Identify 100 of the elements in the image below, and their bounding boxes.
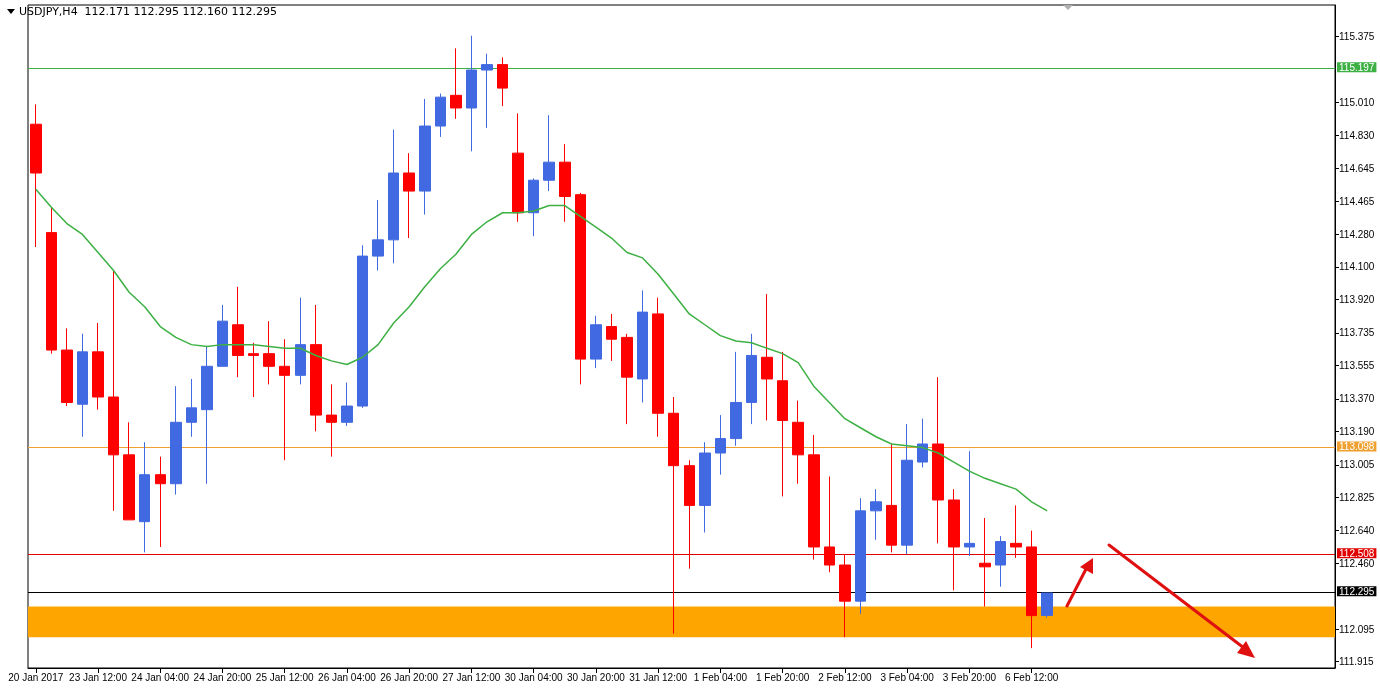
- candlestick: [606, 313, 617, 362]
- candlestick: [466, 35, 477, 152]
- y-tick-label: 115.010: [1339, 97, 1375, 109]
- x-tick-label: 26 Jan 04:00: [318, 671, 377, 683]
- x-tick-label: 1 Feb 20:00: [755, 671, 810, 683]
- x-tick-label: 2 Feb 12:00: [818, 671, 872, 683]
- candlestick: [855, 497, 866, 615]
- y-tick-label: 113.370: [1339, 393, 1375, 405]
- candlestick: [481, 53, 493, 129]
- candlestick: [777, 351, 788, 497]
- candlestick: [403, 152, 415, 239]
- x-tick-label: 30 Jan 04:00: [504, 671, 564, 683]
- candlestick: [886, 443, 897, 553]
- candlestick: [668, 396, 679, 635]
- x-tick-label: 27 Jan 12:00: [442, 671, 501, 683]
- candlestick: [310, 304, 322, 432]
- y-tick-label: 114.100: [1339, 261, 1375, 273]
- ref-line-label: 112.508: [1339, 547, 1375, 559]
- candlestick: [201, 345, 213, 485]
- candlestick: [372, 199, 384, 272]
- candlestick: [123, 421, 135, 521]
- candlestick: [1041, 592, 1053, 618]
- ref-line-label: 112.295: [1339, 585, 1375, 597]
- candlestick: [435, 93, 446, 138]
- y-tick-label: 115.375: [1339, 31, 1375, 43]
- candlestick: [326, 383, 337, 458]
- candlestick: [730, 351, 742, 447]
- candlestick: [839, 553, 851, 638]
- candlestick: [248, 342, 259, 398]
- x-tick-label: 3 Feb 20:00: [942, 671, 997, 683]
- candlestick: [61, 327, 73, 407]
- candlestick: [295, 297, 306, 385]
- candlestick: [684, 459, 695, 570]
- x-tick-label: 24 Jan 20:00: [193, 671, 252, 683]
- candlestick: [497, 56, 508, 107]
- x-tick-label: 20 Jan 2017: [8, 671, 64, 683]
- candlestick: [77, 333, 88, 438]
- ref-line-label: 113.098: [1339, 441, 1375, 453]
- x-tick-label: 26 Jan 20:00: [380, 671, 439, 683]
- x-tick-label: 30 Jan 20:00: [567, 671, 626, 683]
- candlestick: [388, 129, 399, 264]
- y-tick-label: 112.825: [1339, 491, 1375, 503]
- candlestick: [217, 304, 228, 367]
- x-tick-label: 3 Feb 04:00: [880, 671, 935, 683]
- candlestick: [901, 423, 913, 555]
- y-tick-label: 113.190: [1339, 425, 1375, 437]
- candlestick: [186, 378, 197, 438]
- candlestick: [761, 293, 773, 421]
- candlestick: [808, 434, 820, 561]
- y-tick-label: 113.555: [1339, 359, 1375, 371]
- y-tick-label: 111.915: [1339, 656, 1375, 668]
- y-tick-label: 113.920: [1339, 293, 1375, 305]
- candlestick: [637, 289, 648, 403]
- candlestick: [528, 177, 539, 237]
- candlestick: [715, 414, 726, 476]
- candlestick: [559, 143, 571, 223]
- candlestick: [870, 488, 882, 541]
- candlestick: [512, 112, 524, 223]
- y-tick-label: 112.460: [1339, 557, 1375, 569]
- candlestick: [46, 206, 57, 355]
- x-tick-label: 25 Jan 12:00: [255, 671, 315, 683]
- candlestick: [170, 385, 182, 496]
- x-tick-label: 23 Jan 12:00: [69, 671, 128, 683]
- candlestick: [590, 315, 602, 369]
- candlestick: [824, 476, 835, 573]
- candlestick: [1026, 530, 1037, 649]
- candlestick: [341, 382, 353, 427]
- candlestick: [979, 517, 991, 608]
- candlestick: [419, 98, 431, 216]
- y-tick-label: 113.005: [1339, 459, 1375, 471]
- x-tick-label: 6 Feb 12:00: [1004, 671, 1059, 683]
- y-tick-label: 112.640: [1339, 525, 1375, 537]
- candlestick: [450, 47, 462, 120]
- candlestick: [652, 297, 664, 438]
- candlestick: [155, 456, 166, 548]
- candlestick: [139, 441, 150, 553]
- candlestick: [279, 338, 290, 461]
- y-tick-label: 114.830: [1339, 129, 1375, 141]
- candlestick: [357, 244, 368, 409]
- y-tick-label: 114.465: [1339, 195, 1375, 207]
- x-tick-label: 31 Jan 12:00: [629, 671, 688, 683]
- candlestick: [964, 450, 975, 557]
- candlestick: [995, 535, 1006, 588]
- ref-line-label: 115.197: [1339, 61, 1375, 73]
- candlestick: [92, 322, 104, 411]
- chart-title: USDJPY,H4 112.171 112.295 112.160 112.295: [19, 5, 278, 18]
- x-tick-label: 1 Feb 04:00: [693, 671, 748, 683]
- y-tick-label: 112.095: [1339, 623, 1375, 635]
- candlestick: [621, 333, 633, 425]
- candlestick: [699, 441, 711, 534]
- y-tick-label: 114.645: [1339, 162, 1375, 174]
- y-tick-label: 113.735: [1339, 327, 1375, 339]
- candlestick: [108, 270, 119, 512]
- line-series: [35, 188, 1048, 512]
- x-tick-label: 24 Jan 04:00: [131, 671, 190, 683]
- candlestick: [575, 192, 586, 385]
- candlestick: [543, 114, 555, 192]
- candlestick: [263, 320, 275, 385]
- candlestick: [948, 488, 960, 591]
- candlestick: [1010, 504, 1022, 559]
